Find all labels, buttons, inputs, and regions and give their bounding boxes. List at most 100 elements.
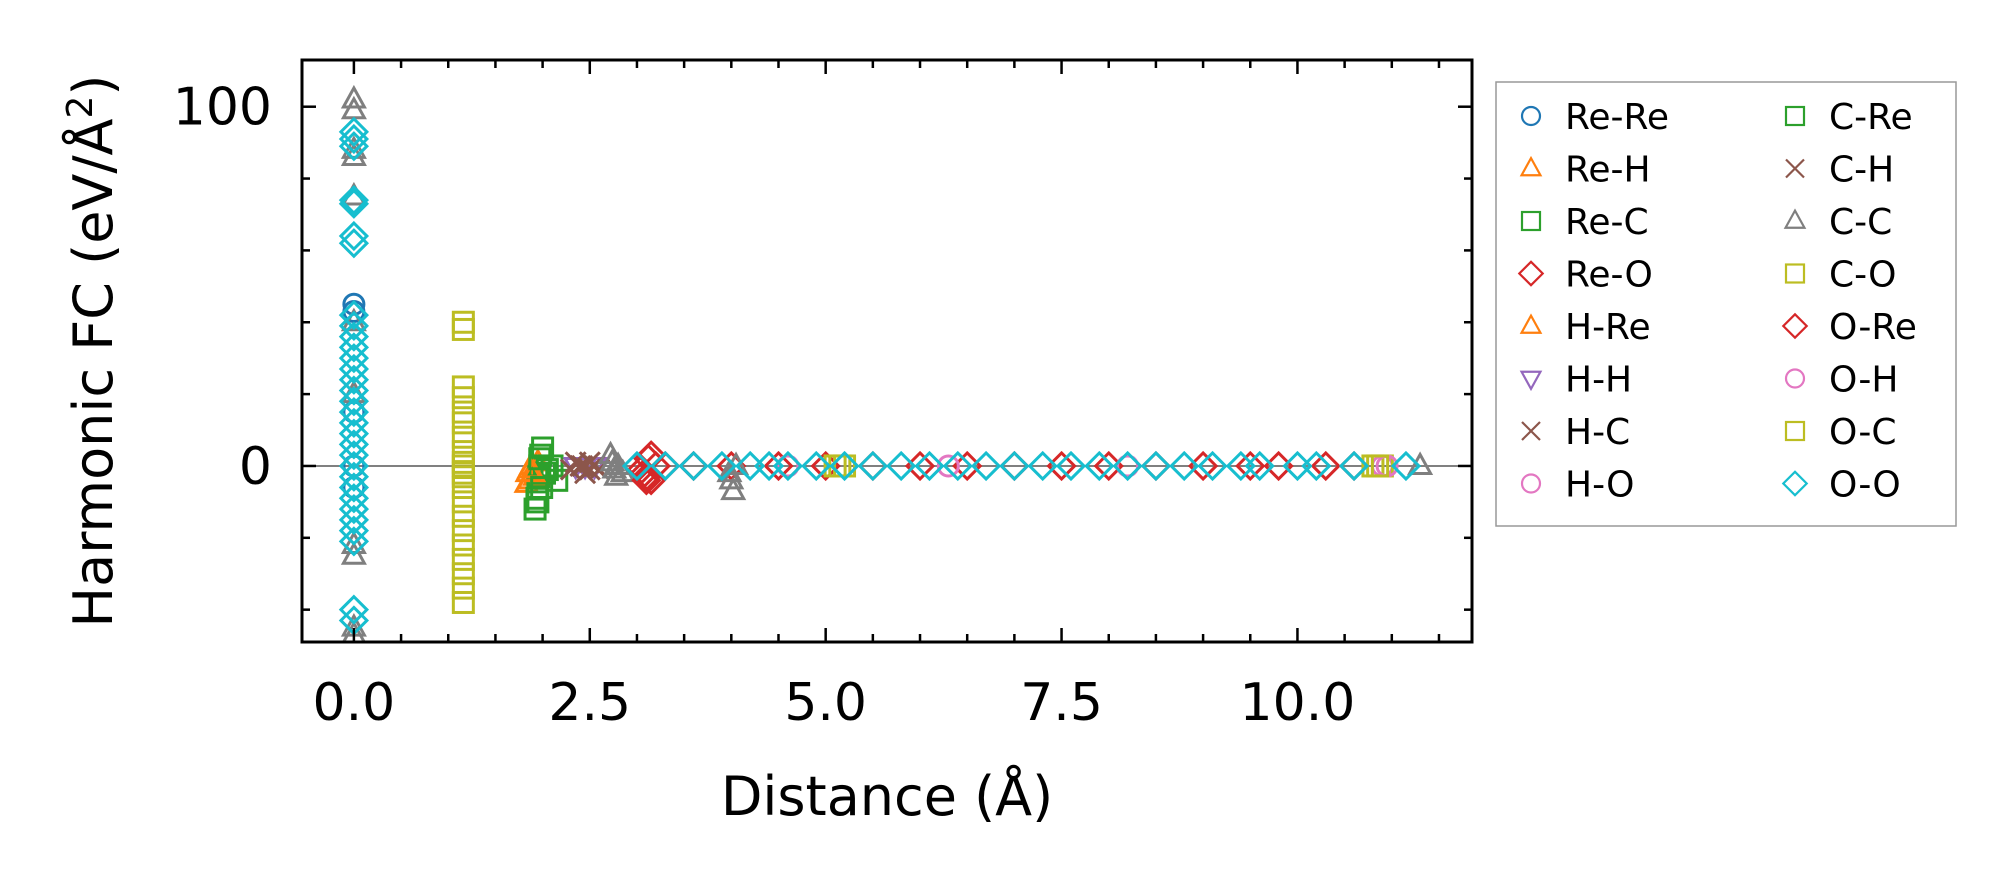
data-point-o-o — [338, 594, 370, 625]
data-point-c-re — [530, 476, 554, 500]
data-point-c-o — [451, 411, 475, 435]
legend-label: C-O — [1829, 255, 1896, 296]
legend-label: H-H — [1565, 360, 1632, 401]
legend-entry-h-c: H-C — [1521, 412, 1630, 453]
x-axis-label: Distance (Å) — [721, 764, 1053, 828]
data-point-o-c — [833, 454, 857, 478]
data-point-o-o — [338, 131, 370, 162]
legend-entry-o-o: O-O — [1781, 465, 1901, 506]
legend-marker-re-h — [1519, 155, 1543, 177]
data-point-o-o — [338, 123, 370, 155]
data-point-o-o — [650, 450, 681, 482]
series-c-h — [571, 454, 601, 481]
data-point-o-o — [338, 493, 370, 525]
data-point-o-o — [970, 450, 1002, 482]
data-point-o-o — [338, 440, 370, 471]
data-point-o-o — [338, 526, 370, 557]
legend-marker-h-re — [1519, 313, 1543, 334]
data-point-c-o — [451, 490, 475, 514]
legend-label: O-Re — [1829, 307, 1917, 348]
data-point-c-o — [451, 533, 475, 557]
data-point-o-o — [338, 504, 370, 535]
data-point-o-o — [1169, 450, 1200, 482]
legend-entry-c-h: C-H — [1785, 150, 1894, 191]
plot-area-frame — [300, 58, 1474, 644]
data-point-c-o — [451, 576, 475, 600]
data-point-c-re — [526, 490, 550, 514]
legend-label: Re-Re — [1565, 97, 1669, 138]
legend-marker-o-c — [1784, 420, 1806, 442]
series-o-re — [631, 440, 667, 496]
data-point-c-o — [453, 765, 473, 785]
data-point-h-o — [1116, 454, 1140, 478]
legend-marker-c-re — [1784, 105, 1806, 127]
x-tick-label: 7.5 — [1020, 673, 1103, 733]
data-point-c-o — [451, 547, 475, 571]
legend-entry-c-c: C-C — [1783, 202, 1892, 243]
legend-label: C-H — [1829, 150, 1894, 191]
legend-label: H-O — [1565, 465, 1634, 506]
data-point-c-o — [453, 682, 473, 702]
data-point-o-o — [338, 407, 370, 438]
legend-label: Re-O — [1565, 255, 1653, 296]
x-tick-label: 2.5 — [548, 673, 631, 733]
legend-marker-h-o — [1520, 473, 1542, 494]
data-point-c-c — [340, 142, 367, 166]
data-point-c-o — [451, 476, 475, 500]
data-point-c-c — [341, 620, 366, 642]
data-point-o-o — [338, 184, 370, 216]
legend: Re-Re Re-H Re-C Re-O H-Re H-H H-C H-O C-Re C-H C-C… — [1495, 81, 1957, 527]
legend-label: C-C — [1829, 202, 1892, 243]
data-point-o-o — [338, 429, 370, 460]
data-point-o-o — [338, 472, 370, 503]
data-point-o-o — [338, 396, 370, 428]
legend-label: O-O — [1829, 465, 1901, 506]
data-point-o-o — [338, 364, 370, 395]
data-point-o-o — [338, 116, 370, 147]
data-point-o-o — [338, 321, 370, 352]
data-point-o-o — [338, 188, 370, 219]
legend-label: Re-C — [1565, 202, 1649, 243]
data-point-h-re — [520, 458, 547, 483]
data-point-o-o — [338, 450, 370, 482]
data-point-o-o — [1084, 450, 1115, 482]
data-point-o-c — [451, 461, 475, 485]
legend-entry-c-o: C-O — [1784, 255, 1896, 296]
data-point-o-re — [635, 440, 667, 471]
data-point-h-o — [936, 454, 960, 478]
legend-entry-re-h: Re-H — [1519, 150, 1651, 191]
data-point-re-c — [545, 468, 569, 492]
data-point-o-o — [1112, 450, 1143, 482]
data-point-o-o — [801, 450, 832, 482]
data-point-c-c — [340, 541, 367, 565]
data-point-c-o — [453, 754, 473, 774]
data-point-c-h — [578, 458, 601, 481]
data-point-c-o — [453, 707, 473, 727]
y-tick-label: 100 — [173, 78, 272, 138]
legend-marker-o-o — [1781, 470, 1809, 497]
data-point-re-o — [763, 450, 794, 482]
legend-marker-re-o — [1517, 260, 1545, 287]
data-point-c-c — [720, 476, 747, 501]
legend-entry-c-re: C-Re — [1784, 97, 1913, 138]
data-point-o-o — [1055, 450, 1087, 482]
data-point-o-o — [772, 450, 804, 482]
legend-label: H-C — [1565, 412, 1630, 453]
data-point-o-o — [942, 450, 973, 482]
data-point-o-o — [338, 515, 370, 546]
data-point-o-o — [886, 450, 917, 482]
legend-entry-re-c: Re-C — [1520, 202, 1649, 243]
data-point-o-o — [1338, 450, 1370, 482]
data-point-o-o — [1301, 450, 1332, 482]
x-tick-label: 5.0 — [784, 673, 867, 733]
legend-entry-h-h: H-H — [1519, 360, 1632, 401]
legend-label: Re-H — [1565, 150, 1651, 191]
data-point-c-c — [716, 458, 743, 483]
data-point-o-o — [999, 450, 1030, 482]
legend-entry-o-re: O-Re — [1781, 307, 1917, 348]
data-point-re-c — [532, 461, 556, 485]
data-point-o-o — [338, 353, 370, 385]
data-point-c-o — [451, 386, 475, 410]
